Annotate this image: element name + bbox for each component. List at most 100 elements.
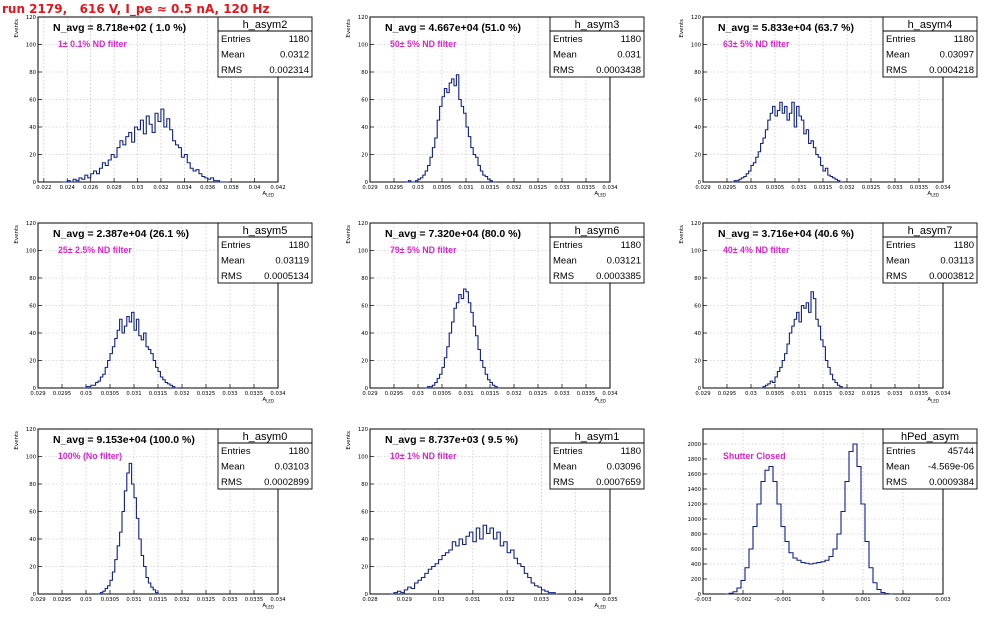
filter-label: 50± 5% ND filter <box>390 39 457 49</box>
x-tick-label: 0.0305 <box>101 391 120 397</box>
x-tick-label: 0.03 <box>745 391 757 397</box>
y-tick-label: 40 <box>29 537 36 543</box>
stats-row-label: Mean <box>221 462 245 473</box>
y-tick-label: 20 <box>361 565 368 571</box>
stats-row-label: Entries <box>221 240 251 251</box>
y-tick-label: 0 <box>33 180 37 186</box>
x-axis-title: ALED <box>262 191 274 198</box>
x-tick-label: 0.031 <box>791 391 806 397</box>
stats-row-label: Entries <box>221 446 251 457</box>
y-tick-label: 100 <box>26 43 37 49</box>
stats-row-value: 1180 <box>954 34 974 45</box>
x-tick-label: 0.029 <box>362 185 377 191</box>
x-tick-label: 0.0335 <box>910 391 929 397</box>
y-tick-label: 1800 <box>688 457 702 463</box>
x-tick-label: 0.033 <box>887 185 902 191</box>
stats-row-label: Mean <box>886 50 910 61</box>
stats-row-value: 1180 <box>289 34 309 45</box>
stats-box: h_asym1 Entries 1180 Mean 0.03096 RMS 0.000765… <box>549 428 645 490</box>
stats-box: h_asym4 Entries 1180 Mean 0.03097 RMS 0.000421… <box>882 16 978 78</box>
histogram-panel-h_asym0: 0.029 0.0295 0.03 0.0305 0.031 0.0315 0.032 0.0… <box>14 427 313 610</box>
y-tick-label: 40 <box>361 125 368 131</box>
x-tick-label: 0.031 <box>126 597 141 603</box>
stats-row-value: 0.0003812 <box>929 271 974 282</box>
x-tick-label: 0.03 <box>412 391 424 397</box>
stats-box-frame <box>549 428 645 490</box>
x-tick-label: 0.032 <box>500 597 515 603</box>
stats-row-label: Mean <box>886 462 910 473</box>
stats-row-label: Mean <box>221 256 245 267</box>
stats-row-label: RMS <box>553 271 574 282</box>
stats-box-frame <box>882 222 978 284</box>
y-tick-label: 20 <box>694 359 701 365</box>
y-tick-label: 100 <box>691 43 702 49</box>
x-tick-label: 0.0335 <box>577 391 596 397</box>
navg-label: N_avg = 4.667e+04 (51.0 %) <box>385 22 521 34</box>
y-axis-title: Events <box>679 19 685 38</box>
stats-box-frame <box>217 222 313 284</box>
x-tick-label: 0.033 <box>222 597 237 603</box>
x-tick-label: 0.033 <box>222 391 237 397</box>
x-tick-label: 0.033 <box>554 391 569 397</box>
stats-row-value: 0.0007659 <box>596 477 641 488</box>
stats-row-value: 1180 <box>954 240 974 251</box>
x-tick-label: 0.0315 <box>481 185 500 191</box>
stats-row-value: 0.0009384 <box>929 477 974 488</box>
histogram-line <box>406 74 498 183</box>
x-tick-label: 0.036 <box>200 185 216 191</box>
y-tick-label: 20 <box>29 565 36 571</box>
stats-row-value: 0.0312 <box>280 50 309 61</box>
y-tick-label: 20 <box>694 153 701 159</box>
stats-row-label: Entries <box>886 446 916 457</box>
x-tick-label: 0.032 <box>839 185 854 191</box>
x-tick-label: 0.026 <box>83 185 99 191</box>
y-tick-label: 100 <box>691 249 702 255</box>
x-tick-label: 0.0305 <box>766 185 785 191</box>
stats-row-value: 1180 <box>621 240 641 251</box>
x-tick-label: 0.0335 <box>577 185 596 191</box>
histogram-line <box>731 101 843 183</box>
y-axis-title: Events <box>346 19 352 38</box>
y-tick-label: 100 <box>358 43 369 49</box>
y-tick-label: 400 <box>691 562 702 568</box>
y-tick-label: 0 <box>365 180 369 186</box>
x-tick-label: 0.031 <box>126 391 141 397</box>
stats-row-label: Entries <box>886 34 916 45</box>
x-tick-label: 0.034 <box>568 597 584 603</box>
x-tick-label: 0.031 <box>791 185 806 191</box>
stats-box: h_asym3 Entries 1180 Mean 0.031 RMS 0.0003438 <box>549 16 645 78</box>
y-tick-label: 40 <box>361 331 368 337</box>
x-tick-label: 0.034 <box>177 185 193 191</box>
stats-row-value: 0.031 <box>617 50 641 61</box>
y-tick-label: 1400 <box>688 487 702 493</box>
x-tick-label: 0.03 <box>80 597 92 603</box>
y-tick-label: 80 <box>361 276 368 282</box>
stats-row-value: 0.03121 <box>607 256 641 267</box>
x-tick-label: 0.034 <box>935 185 951 191</box>
stats-row-label: Entries <box>221 34 251 45</box>
navg-label: N_avg = 7.320e+04 (80.0 %) <box>385 228 521 240</box>
stats-row-value: 0.0003438 <box>596 65 641 76</box>
x-tick-label: 0.0335 <box>245 597 264 603</box>
y-tick-label: 80 <box>694 276 701 282</box>
x-tick-label: 0.0335 <box>245 391 264 397</box>
x-tick-label: 0.0295 <box>53 597 72 603</box>
stats-row-value: 0.0004218 <box>929 65 974 76</box>
x-tick-label: 0.03 <box>745 185 757 191</box>
stats-row-value: 45744 <box>948 446 974 457</box>
y-tick-label: 40 <box>694 125 701 131</box>
x-tick-label: 0.0315 <box>814 391 833 397</box>
filter-label: 40± 4% ND filter <box>723 245 790 255</box>
x-tick-label: 0 <box>821 597 825 603</box>
y-tick-label: 120 <box>358 15 369 21</box>
x-tick-label: 0.0325 <box>862 391 881 397</box>
x-tick-label: 0.032 <box>839 391 854 397</box>
histogram-panel-h_asym1: 0.028 0.029 0.03 0.031 0.032 0.033 0.034 0.035 0… <box>346 427 645 610</box>
x-tick-label: 0.029 <box>362 391 377 397</box>
y-tick-label: 0 <box>365 592 369 598</box>
histogram-panel-h_asym4: 0.029 0.0295 0.03 0.0305 0.031 0.0315 0.032 0.0… <box>679 15 978 198</box>
navg-label: N_avg = 5.833e+04 (63.7 %) <box>718 22 854 34</box>
histogram-line <box>425 288 500 389</box>
y-tick-label: 0 <box>698 386 702 392</box>
x-tick-label: 0.0295 <box>385 391 404 397</box>
